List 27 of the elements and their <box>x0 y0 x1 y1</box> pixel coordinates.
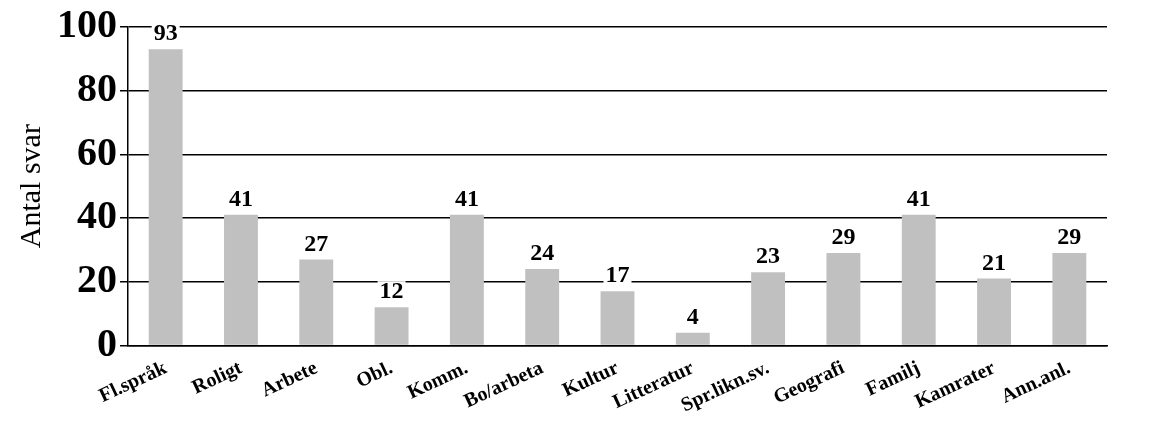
data-label: 29 <box>1057 223 1082 250</box>
data-label: 29 <box>831 223 856 250</box>
bar <box>600 291 635 345</box>
data-label: 21 <box>982 248 1007 275</box>
bar <box>374 307 409 345</box>
data-label: 4 <box>686 302 699 329</box>
bar <box>148 49 183 345</box>
data-label: 41 <box>454 185 479 212</box>
y-tick-label: 100 <box>57 1 117 47</box>
data-label: 24 <box>530 239 555 266</box>
bar <box>675 332 710 345</box>
y-axis-title: Antal svar <box>12 124 46 249</box>
x-tick-label: Arbete <box>257 355 321 401</box>
data-label: 27 <box>304 229 329 256</box>
data-label: 17 <box>605 261 630 288</box>
data-label: 41 <box>906 185 931 212</box>
y-tick-label: 20 <box>77 256 117 302</box>
x-tick-label: Obl. <box>352 355 396 392</box>
y-tick-label: 80 <box>77 65 117 111</box>
y-tick-label: 60 <box>77 128 117 174</box>
y-tick-label: 0 <box>97 319 117 365</box>
x-tick-label: Roligt <box>188 355 246 399</box>
data-label: 12 <box>379 277 404 304</box>
y-tick-label: 40 <box>77 192 117 238</box>
data-label: 93 <box>153 19 178 46</box>
data-label: 23 <box>756 242 781 269</box>
data-label: 41 <box>228 185 253 212</box>
